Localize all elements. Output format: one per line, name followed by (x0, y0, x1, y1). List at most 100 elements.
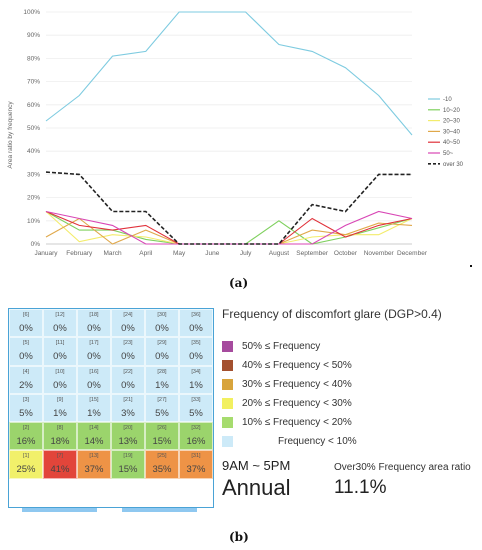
heatmap-cell: [11] 0% (43, 337, 77, 366)
over30-value: 11.1% (334, 477, 387, 498)
heatmap-legend-item: 10% ≤ Frequency < 20% (222, 417, 477, 431)
heatmap-legend-item: Frequency < 10% (222, 436, 477, 450)
series-line-40~50 (45, 210, 413, 245)
cell-id: [34] (191, 368, 201, 375)
cell-id: [1] (22, 453, 30, 460)
y-tick-label: 60% (27, 102, 40, 109)
heatmap-cell: [16] 0% (77, 365, 111, 394)
cell-id: [35] (191, 340, 201, 347)
legend-label: 10% ≤ Frequency < 20% (242, 417, 352, 428)
cell-id: [11] (55, 340, 65, 347)
cell-id: [28] (157, 368, 167, 375)
period-label: Annual (222, 475, 291, 500)
x-tick-label: October (334, 250, 358, 257)
legend-label: 40% ≤ Frequency < 50% (242, 360, 352, 371)
cell-value: 16% (16, 436, 36, 448)
panel-label-b: (b) (229, 530, 249, 544)
line-chart: 0% 10% 20% 30% 40% 50% 60% 70% 80% 90% 100% Januar… (7, 9, 464, 257)
cell-id: [2] (22, 425, 30, 432)
cell-id: [12] (55, 312, 65, 318)
cell-value: 0% (155, 323, 169, 334)
heatmap-cell: [19] 15% (111, 450, 145, 479)
x-tick-label: June (205, 250, 219, 257)
cell-value: 1% (155, 379, 169, 391)
heatmap-cell: [32] 16% (179, 422, 213, 451)
y-tick-labels: 0% 10% 20% 30% 40% 50% 60% 70% 80% 90% 100% (23, 9, 40, 248)
cell-id: [13] (89, 453, 99, 460)
cell-value: 0% (87, 379, 101, 391)
heatmap-cell: [15] 1% (77, 393, 111, 423)
series-line-30~40 (45, 217, 413, 245)
heatmap-title: Frequency of discomfort glare (DGP>0.4) (222, 307, 442, 321)
cell-value: 1% (87, 407, 101, 419)
series-line-over 30 (45, 171, 412, 245)
heatmap-cell: [27] 5% (145, 393, 179, 423)
cell-id: [8] (56, 425, 64, 432)
legend-label: 50% ≤ Frequency (242, 341, 321, 352)
y-tick-label: 30% (27, 171, 40, 178)
y-tick-label: 70% (27, 79, 40, 86)
cell-id: [22] (123, 368, 133, 375)
cell-value: 14% (84, 436, 104, 448)
cell-value: 0% (121, 323, 135, 334)
legend-entry: 20~30 (443, 119, 461, 125)
cell-value: 5% (19, 407, 33, 419)
cell-value: 0% (155, 351, 169, 363)
x-tick-label: July (240, 250, 252, 257)
heatmap-cell: [13] 37% (77, 450, 111, 479)
cell-id: [27] (157, 396, 167, 403)
cell-id: [6] (22, 312, 30, 318)
legend-swatch (222, 360, 233, 371)
series-line-20~30 (45, 211, 413, 245)
y-tick-label: 50% (27, 125, 40, 132)
cell-id: [10] (55, 368, 65, 375)
x-tick-label: February (66, 250, 93, 257)
window-bar-left (22, 508, 97, 512)
heatmap-cell: [20] 13% (111, 422, 145, 451)
y-tick-label: 80% (27, 55, 40, 62)
y-axis-label: Area ratio by frequency (7, 101, 14, 169)
legend-entry: over 30 (443, 162, 464, 168)
cell-id: [20] (123, 425, 133, 432)
heatmap-cell: [36] 0% (179, 309, 213, 338)
heatmap-cell: [34] 1% (179, 365, 213, 394)
legend-entry: 10~20 (443, 108, 461, 114)
heatmap-cell: [31] 37% (179, 450, 213, 479)
legend-label: 30% ≤ Frequency < 40% (242, 379, 352, 390)
cell-id: [16] (89, 368, 99, 375)
cell-value: 37% (186, 464, 206, 476)
glare-heatmap-grid: [6] 0% [12] 0% [18] 0% [24] 0% [30] 0% [36] 0% [5] 0%… (8, 308, 214, 508)
cell-value: 25% (16, 464, 36, 476)
heatmap-cell: [9] 1% (43, 393, 77, 423)
cell-id: [36] (191, 312, 201, 318)
cell-id: [29] (157, 340, 167, 347)
window-bar-right (122, 508, 197, 512)
legend-swatch (222, 398, 233, 409)
legend-label: Frequency < 10% (278, 436, 357, 447)
legend-entry: 30~40 (443, 129, 461, 135)
cell-value: 15% (118, 464, 138, 476)
heatmap-cell: [25] 35% (145, 450, 179, 479)
x-tick-label: September (296, 250, 329, 257)
cell-value: 18% (50, 436, 70, 448)
cell-value: 3% (121, 407, 135, 419)
cell-id: [30] (157, 312, 167, 318)
heatmap-cell: [24] 0% (111, 309, 145, 338)
cell-value: 41% (50, 464, 70, 476)
heatmap-cell: [30] 0% (145, 309, 179, 338)
over30-label: Over30% Frequency area ratio (334, 462, 471, 473)
x-tick-label: April (139, 250, 153, 257)
heatmap-cell: [5] 0% (9, 337, 43, 366)
cell-value: 0% (19, 351, 33, 363)
x-tick-labels: January February March April May June July Augu… (34, 250, 427, 257)
cell-id: [18] (89, 312, 99, 318)
heatmap-cell: [3] 5% (9, 393, 43, 423)
cell-value: 0% (53, 379, 67, 391)
cell-value: 1% (53, 407, 67, 419)
cell-value: 0% (19, 323, 33, 334)
heatmap-cell: [4] 2% (9, 365, 43, 394)
cell-id: [3] (22, 396, 30, 403)
series-line-10~20 (45, 211, 413, 245)
stray-dot (470, 265, 472, 267)
heatmap-cell: [18] 0% (77, 309, 111, 338)
